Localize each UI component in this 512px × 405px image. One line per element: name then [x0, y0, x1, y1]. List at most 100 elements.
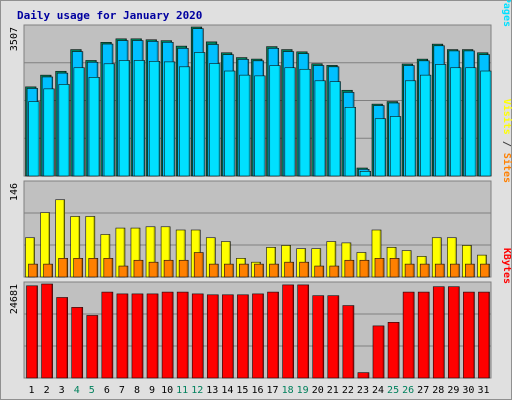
bar-sites — [329, 265, 340, 278]
bar-shade — [474, 67, 477, 176]
bar-shade — [308, 69, 311, 176]
bar-kbytes — [448, 286, 460, 379]
bar-kbytes — [176, 291, 189, 379]
x-tick-label: 29 — [447, 385, 459, 396]
bar-shade — [93, 216, 95, 277]
x-tick-label: 25 — [387, 385, 399, 396]
x-tick-label: 3 — [59, 385, 65, 396]
bar-sites — [299, 261, 310, 278]
bar-shade — [82, 67, 85, 176]
bar-kbytes — [297, 284, 310, 379]
bar-sites — [148, 261, 159, 278]
bar-pages — [405, 80, 417, 177]
bar-shade — [37, 101, 40, 176]
bar-shade — [442, 286, 445, 378]
bar-shade — [78, 216, 80, 277]
bar-kbytes — [26, 285, 38, 379]
bar-shade — [412, 264, 415, 277]
x-tick-label: 2 — [44, 385, 50, 396]
bar-pages — [269, 65, 281, 177]
x-tick-label: 21 — [327, 385, 339, 396]
bar-shade — [429, 75, 431, 176]
bar-shade — [113, 63, 115, 176]
bar-pages — [103, 63, 115, 177]
bar-shade — [427, 264, 430, 277]
legend-separator: / — [501, 135, 512, 153]
bar-pages — [28, 101, 40, 177]
bar-shade — [262, 264, 264, 277]
bar-shade — [469, 245, 472, 277]
bar-sites — [314, 265, 325, 278]
bar-shade — [278, 65, 281, 176]
bar-shade — [367, 260, 369, 277]
bar-kbytes — [342, 305, 355, 379]
bar-shade — [188, 66, 190, 176]
bar-kbytes — [478, 291, 490, 379]
x-axis-labels: 1 2 3 4 5 6 7 8 9 10 11 12 13 14 15 16 17 18 19 20 21 22 23 24 2… — [29, 385, 490, 396]
bar-shade — [51, 284, 53, 378]
bar-shade — [248, 75, 251, 176]
bar-shade — [289, 245, 291, 277]
bar-shade — [379, 230, 382, 277]
bar-pages — [284, 67, 296, 177]
bar-shade — [171, 260, 174, 277]
bar-sites — [133, 259, 144, 278]
legend-item-sites: Sites — [501, 153, 512, 183]
bar-pages — [480, 70, 492, 177]
bar-sites — [43, 263, 53, 278]
bar-shade — [153, 226, 156, 277]
bar-sites — [344, 259, 355, 278]
bar-pages — [465, 67, 477, 177]
bar-pages — [374, 118, 387, 177]
bar-pages — [435, 64, 447, 177]
x-tick-label: 26 — [402, 385, 414, 396]
bar-shade — [216, 264, 219, 277]
bar-sites — [254, 263, 264, 278]
bar-shade — [414, 80, 416, 176]
legend-item-kbytes: KBytes — [501, 248, 512, 284]
legend-visits-sites: Visits / Sites — [501, 99, 512, 183]
bar-kbytes — [86, 315, 99, 379]
bar-shade — [323, 80, 326, 176]
bar-pages — [389, 116, 402, 177]
bar-shade — [111, 258, 113, 277]
bar-pages — [299, 68, 311, 177]
bar-shade — [203, 52, 205, 176]
bar-kbytes — [432, 286, 445, 379]
bar-shade — [384, 118, 386, 176]
bar-shade — [96, 258, 98, 277]
bar-shade — [352, 305, 354, 378]
x-tick-label: 7 — [119, 385, 125, 396]
legend-item-visits: Visits — [501, 99, 512, 135]
bar-sites — [118, 265, 129, 278]
x-tick-label: 31 — [477, 385, 489, 396]
bar-shade — [218, 63, 221, 176]
bar-shade — [322, 266, 324, 277]
bar-shade — [156, 293, 159, 378]
bar-shade — [397, 322, 400, 378]
bar-shade — [293, 67, 296, 176]
bar-shade — [246, 294, 249, 378]
bar-shade — [111, 292, 113, 378]
bar-pages — [209, 63, 221, 177]
bar-kbytes — [282, 284, 294, 379]
bar-kbytes — [56, 297, 68, 379]
bar-shade — [52, 88, 55, 176]
bar-kbytes — [312, 295, 325, 379]
bar-shade — [412, 292, 415, 378]
bar-shade — [213, 237, 216, 277]
x-tick-label: 19 — [297, 385, 309, 396]
panel-hits-files-pages: 3507 Hits / Files / Pages — [9, 0, 512, 177]
bar-kbytes — [387, 321, 400, 379]
bar-kbytes — [191, 293, 204, 379]
bar-shade — [96, 315, 98, 378]
bar-shade — [472, 264, 475, 277]
bar-shade — [81, 258, 83, 277]
bar-shade — [36, 285, 38, 378]
bar-sites — [374, 258, 385, 278]
bar-shade — [231, 264, 234, 277]
bar-sites — [28, 263, 38, 278]
legend-kbytes: KBytes — [501, 248, 512, 284]
x-tick-label: 22 — [342, 385, 354, 396]
